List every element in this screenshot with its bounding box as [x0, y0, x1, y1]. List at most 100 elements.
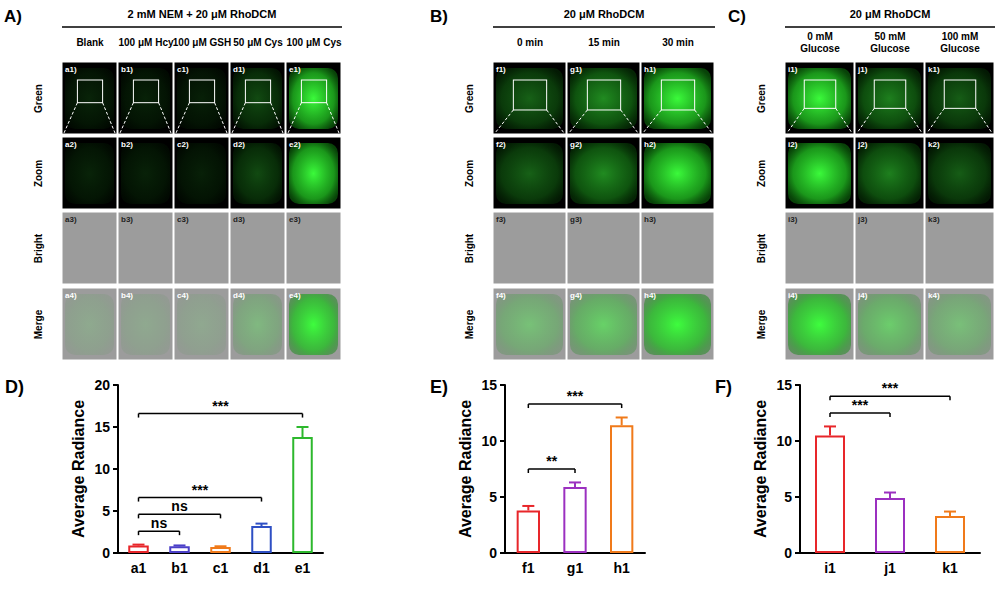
svg-text:b1): b1)	[121, 65, 133, 74]
svg-text:e1): e1)	[289, 65, 301, 74]
svg-text:f2): f2)	[496, 140, 506, 149]
svg-text:e3): e3)	[289, 215, 301, 224]
svg-text:100 μM Hcy: 100 μM Hcy	[118, 37, 173, 48]
svg-text:c2): c2)	[177, 140, 189, 149]
svg-text:h3): h3)	[644, 215, 656, 224]
svg-text:15: 15	[94, 419, 110, 435]
svg-text:10: 10	[776, 433, 792, 449]
svg-text:***: ***	[567, 388, 584, 404]
svg-text:f3): f3)	[496, 215, 506, 224]
svg-text:0: 0	[489, 545, 497, 561]
svg-text:c3): c3)	[177, 215, 189, 224]
svg-text:g1: g1	[567, 560, 584, 576]
svg-text:c4): c4)	[177, 291, 189, 300]
svg-text:ns: ns	[151, 515, 168, 531]
svg-text:i3): i3)	[788, 215, 798, 224]
svg-text:Green: Green	[756, 84, 767, 113]
svg-text:***: ***	[852, 397, 869, 413]
svg-text:k2): k2)	[928, 140, 940, 149]
svg-text:d1): d1)	[233, 65, 245, 74]
svg-text:k3): k3)	[928, 215, 940, 224]
svg-text:Average Radiance: Average Radiance	[457, 400, 474, 538]
svg-text:i1: i1	[824, 560, 836, 576]
svg-text:k4): k4)	[928, 291, 940, 300]
svg-text:e4): e4)	[289, 291, 301, 300]
svg-text:Zoom: Zoom	[756, 160, 767, 187]
svg-text:Bright: Bright	[756, 233, 767, 263]
svg-text:d1: d1	[253, 560, 270, 576]
svg-text:5: 5	[784, 489, 792, 505]
svg-text:Zoom: Zoom	[464, 160, 475, 187]
svg-text:Bright: Bright	[464, 233, 475, 263]
svg-text:0 mMGlucose: 0 mMGlucose	[800, 31, 840, 54]
svg-text:20: 20	[94, 377, 110, 393]
svg-text:i1): i1)	[788, 65, 798, 74]
svg-text:5: 5	[102, 503, 110, 519]
svg-text:Zoom: Zoom	[33, 160, 44, 187]
svg-text:k1: k1	[942, 560, 958, 576]
svg-text:b1: b1	[171, 560, 188, 576]
svg-text:2 mM NEM + 20 μM RhoDCM: 2 mM NEM + 20 μM RhoDCM	[128, 8, 277, 20]
svg-text:100 μM Cys: 100 μM Cys	[286, 37, 341, 48]
svg-text:***: ***	[192, 482, 209, 498]
svg-text:h4): h4)	[644, 291, 656, 300]
svg-text:A): A)	[4, 7, 22, 26]
svg-text:0 min: 0 min	[517, 37, 543, 48]
svg-text:f1): f1)	[496, 65, 506, 74]
svg-text:C): C)	[728, 7, 746, 26]
svg-text:b3): b3)	[121, 215, 133, 224]
svg-text:10: 10	[94, 461, 110, 477]
svg-text:e1: e1	[295, 560, 311, 576]
svg-text:0: 0	[784, 545, 792, 561]
svg-text:g4): g4)	[570, 291, 582, 300]
svg-text:j4): j4)	[857, 291, 868, 300]
svg-text:***: ***	[212, 398, 229, 414]
svg-text:f1: f1	[522, 560, 535, 576]
svg-text:Merge: Merge	[464, 309, 475, 339]
svg-text:10: 10	[481, 433, 497, 449]
svg-text:50 mMGlucose: 50 mMGlucose	[870, 31, 910, 54]
svg-text:0: 0	[102, 545, 110, 561]
svg-text:a4): a4)	[65, 291, 77, 300]
svg-text:E): E)	[430, 377, 448, 397]
svg-text:a2): a2)	[65, 140, 77, 149]
svg-text:Merge: Merge	[33, 309, 44, 339]
svg-text:***: ***	[882, 380, 899, 396]
svg-text:d4): d4)	[233, 291, 245, 300]
svg-text:d2): d2)	[233, 140, 245, 149]
svg-text:5: 5	[489, 489, 497, 505]
svg-text:h2): h2)	[644, 140, 656, 149]
svg-text:c1): c1)	[177, 65, 189, 74]
svg-text:15: 15	[481, 377, 497, 393]
svg-text:100 μM GSH: 100 μM GSH	[173, 37, 231, 48]
svg-text:c1: c1	[213, 560, 229, 576]
svg-text:k1): k1)	[928, 65, 940, 74]
svg-text:50 μM Cys: 50 μM Cys	[233, 37, 283, 48]
svg-text:g3): g3)	[570, 215, 582, 224]
svg-text:Merge: Merge	[756, 309, 767, 339]
svg-text:j1: j1	[883, 560, 896, 576]
svg-text:20 μM RhoDCM: 20 μM RhoDCM	[564, 8, 645, 20]
svg-text:a3): a3)	[65, 215, 77, 224]
svg-text:15 min: 15 min	[588, 37, 620, 48]
svg-text:B): B)	[430, 7, 448, 26]
svg-text:D): D)	[5, 377, 24, 397]
svg-text:100 mMGlucose: 100 mMGlucose	[940, 31, 980, 54]
svg-text:Average Radiance: Average Radiance	[70, 400, 87, 538]
svg-text:Green: Green	[464, 84, 475, 113]
svg-text:j1): j1)	[857, 65, 868, 74]
svg-text:i4): i4)	[788, 291, 798, 300]
svg-text:b2): b2)	[121, 140, 133, 149]
svg-text:b4): b4)	[121, 291, 133, 300]
svg-text:Average Radiance: Average Radiance	[752, 400, 769, 538]
svg-text:ns: ns	[171, 498, 188, 514]
svg-text:F): F)	[715, 377, 732, 397]
svg-text:i2): i2)	[788, 140, 798, 149]
svg-text:g1): g1)	[570, 65, 582, 74]
svg-text:30 min: 30 min	[662, 37, 694, 48]
svg-text:h1): h1)	[644, 65, 656, 74]
svg-text:Bright: Bright	[33, 233, 44, 263]
svg-text:Blank: Blank	[76, 37, 104, 48]
svg-text:a1: a1	[131, 560, 147, 576]
svg-text:j3): j3)	[857, 215, 868, 224]
